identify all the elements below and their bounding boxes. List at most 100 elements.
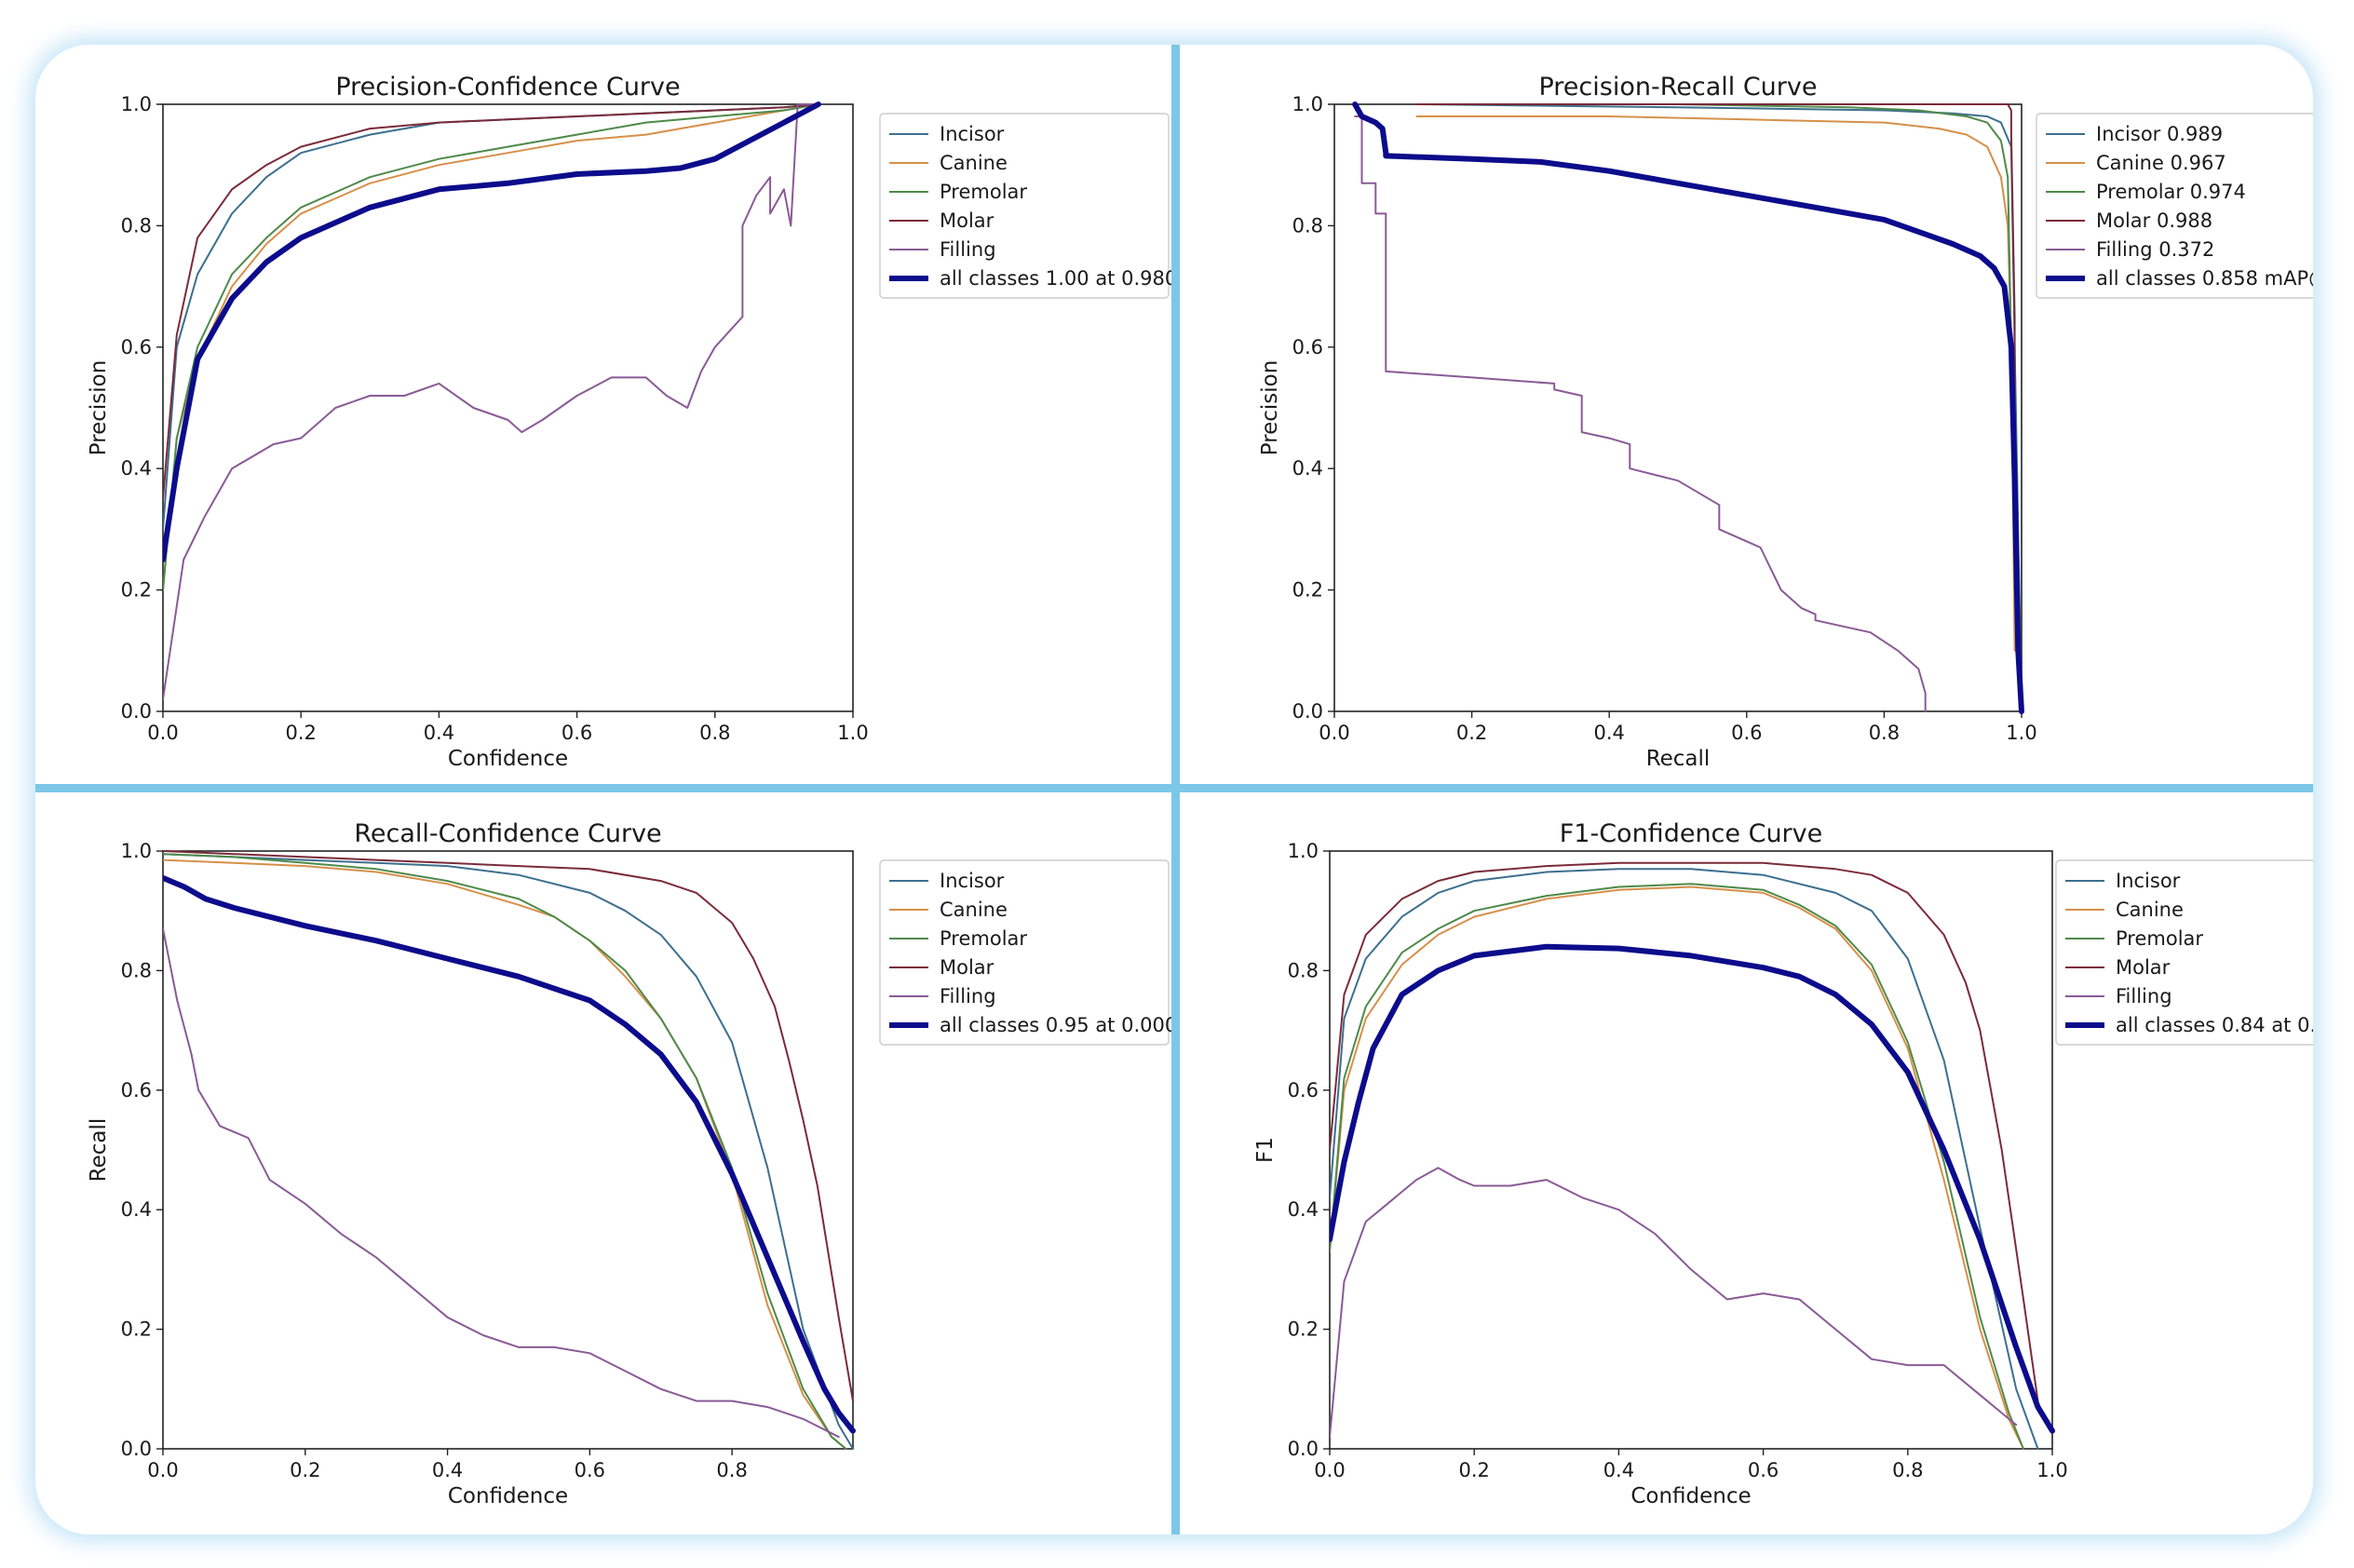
y-axis-label: Precision <box>1258 360 1282 456</box>
legend-entry-incisor: Incisor 0.989 <box>2096 123 2223 145</box>
x-tick-label: 1.0 <box>837 722 868 744</box>
legend-entry-filling: Filling 0.372 <box>2096 238 2214 261</box>
legend-entry-premolar: Premolar <box>940 181 1027 203</box>
series-line-premolar <box>1330 883 2024 1450</box>
legend-entry-all: all classes 0.858 mAP@0.3 <box>2096 267 2313 290</box>
legend-entry-incisor: Incisor <box>940 123 1005 145</box>
series-line-all <box>163 101 821 562</box>
x-tick-label: 0.8 <box>1869 722 1900 744</box>
y-tick-label: 1.0 <box>121 840 152 862</box>
x-tick-label: 0.0 <box>147 722 178 744</box>
legend-entry-incisor: Incisor <box>2116 870 2181 892</box>
y-tick-label: 1.0 <box>1288 840 1319 862</box>
y-tick-label: 0.8 <box>121 214 152 237</box>
recall-confidence-chart: Recall-Confidence Curve 0.0 0.2 0.4 0.6 0.8 0.… <box>87 819 1177 1508</box>
series-line-molar <box>163 103 819 500</box>
x-tick-label: 0.0 <box>1319 722 1349 744</box>
x-tick-label: 0.2 <box>1456 722 1487 744</box>
x-tick-label: 1.0 <box>2036 1459 2067 1481</box>
legend-entry-premolar: Premolar <box>2116 927 2203 950</box>
legend-entry-canine: Canine <box>940 899 1008 921</box>
y-tick-label: 0.4 <box>1288 1198 1319 1221</box>
y-axis-label: F1 <box>1253 1137 1278 1163</box>
series-line-filling <box>163 103 819 700</box>
horizontal-divider <box>35 784 2313 792</box>
x-tick-label: 0.6 <box>1731 722 1762 744</box>
plot-area <box>162 850 854 1450</box>
series-line-premolar <box>163 853 847 1450</box>
x-axis-label: Confidence <box>448 747 568 771</box>
legend-entry-canine: Canine <box>2116 899 2184 921</box>
series-line-canine <box>163 858 847 1450</box>
y-tick-label: 0.4 <box>121 457 152 480</box>
legend-box <box>2036 113 2313 299</box>
y-tick-label: 0.0 <box>121 700 152 723</box>
x-tick-label: 0.2 <box>1458 1459 1489 1481</box>
y-tick-label: 1.0 <box>121 93 152 115</box>
series-line-molar <box>1330 861 2039 1402</box>
y-tick-label: 0.4 <box>121 1198 152 1221</box>
y-tick-label: 0.6 <box>1292 336 1323 358</box>
x-tick-label: 0.8 <box>699 722 730 744</box>
legend-entry-all: all classes 0.84 at 0.298 <box>2116 1014 2313 1036</box>
figure-frame: Precision-Confidence Curve 0.0 0.2 0.4 0.6 0.… <box>35 45 2313 1534</box>
legend-entry-filling: Filling <box>940 238 996 261</box>
x-tick-label: 0.6 <box>575 1459 605 1481</box>
chart-title: Precision-Confidence Curve <box>335 73 680 101</box>
legend-box <box>879 859 1170 1046</box>
legend-entry-filling: Filling <box>940 985 996 1007</box>
x-tick-label: 0.0 <box>1314 1459 1345 1481</box>
x-axis-label: Confidence <box>448 1484 568 1508</box>
chart-title: Precision-Recall Curve <box>1538 73 1817 101</box>
legend-entry-canine: Canine 0.967 <box>2096 152 2226 174</box>
legend-entry-all: all classes 0.95 at 0.000 <box>940 1014 1177 1036</box>
x-axis-label: Confidence <box>1630 1484 1751 1508</box>
x-tick-label: 0.8 <box>716 1459 747 1481</box>
series-line-filling <box>1354 115 1927 712</box>
x-tick-label: 0.0 <box>147 1459 178 1481</box>
y-tick-label: 0.0 <box>1288 1438 1319 1460</box>
x-tick-label: 0.8 <box>1892 1459 1923 1481</box>
y-tick-label: 0.8 <box>121 959 152 981</box>
y-tick-label: 0.6 <box>121 1079 152 1102</box>
legend-entry-canine: Canine <box>940 152 1008 174</box>
legend-entry-premolar: Premolar <box>940 927 1027 950</box>
legend-entry-molar: Molar <box>940 210 994 232</box>
series-line-all <box>1352 101 2024 714</box>
legend-entry-molar: Molar <box>2116 956 2171 979</box>
y-tick-label: 0.2 <box>1288 1318 1319 1341</box>
y-tick-label: 0.8 <box>1288 959 1319 981</box>
legend-entry-incisor: Incisor <box>940 870 1005 892</box>
plot-area <box>1333 103 2023 712</box>
y-tick-label: 0.4 <box>1292 457 1323 480</box>
x-tick-label: 0.2 <box>290 1459 320 1481</box>
f1-confidence-chart: F1-Confidence Curve 0.0 0.2 0.4 0.6 0.8 1.0 0.0… <box>1253 819 2313 1508</box>
series-line-filling <box>163 927 840 1439</box>
y-tick-label: 0.2 <box>121 1318 152 1341</box>
series-line-premolar <box>163 103 819 591</box>
legend-entry-all: all classes 1.00 at 0.980 <box>940 267 1177 290</box>
chart-title: F1-Confidence Curve <box>1560 819 1823 848</box>
series-line-incisor <box>163 853 854 1450</box>
x-tick-label: 0.2 <box>285 722 316 744</box>
y-tick-label: 0.2 <box>121 579 152 602</box>
chart-title: Recall-Confidence Curve <box>354 819 661 848</box>
legend-box <box>2055 859 2313 1046</box>
legend-entry-molar: Molar <box>940 956 994 979</box>
y-tick-label: 0.0 <box>1292 700 1323 723</box>
x-tick-label: 0.4 <box>1593 722 1624 744</box>
x-tick-label: 0.4 <box>1603 1459 1634 1481</box>
series-line-molar <box>163 850 854 1402</box>
y-tick-label: 0.6 <box>1288 1079 1319 1102</box>
legend-entry-molar: Molar 0.988 <box>2096 210 2212 232</box>
y-tick-label: 0.6 <box>121 336 152 358</box>
y-tick-label: 1.0 <box>1292 93 1323 115</box>
series-line-incisor <box>1330 868 2039 1450</box>
precision-confidence-chart: Precision-Confidence Curve 0.0 0.2 0.4 0.6 0.… <box>87 73 1177 771</box>
legend-entry-filling: Filling <box>2116 985 2172 1007</box>
series-line-all <box>163 874 856 1434</box>
x-tick-label: 0.6 <box>561 722 592 744</box>
plot-area <box>162 103 854 712</box>
x-tick-label: 0.4 <box>432 1459 463 1481</box>
precision-recall-chart: Precision-Recall Curve 0.0 0.2 0.4 0.6 0.8 1.0… <box>1258 73 2313 771</box>
